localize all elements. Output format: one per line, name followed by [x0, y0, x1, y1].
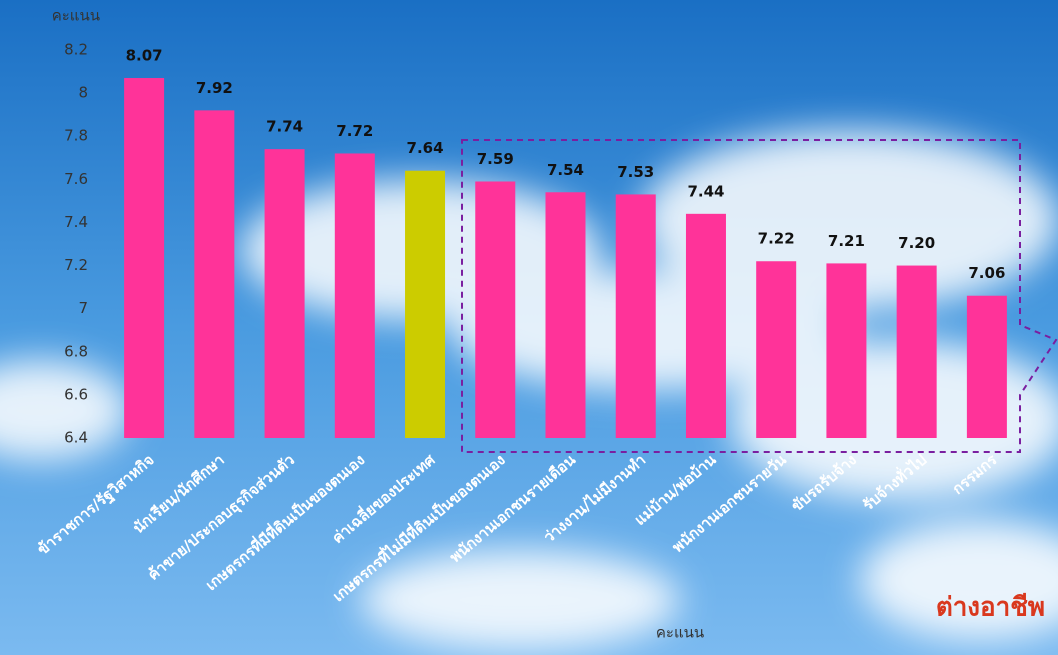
bar — [475, 181, 516, 438]
value-label: 8.07 — [126, 47, 163, 65]
y-axis-label: คะแนน — [52, 7, 100, 25]
value-label: 7.74 — [266, 118, 303, 136]
value-label: 7.21 — [828, 232, 865, 250]
bar — [264, 149, 305, 438]
x-axis-label: คะแนน — [656, 624, 704, 642]
bar — [685, 213, 726, 438]
value-label: 7.06 — [968, 264, 1005, 282]
y-tick-label: 7.4 — [64, 213, 88, 231]
value-label: 7.59 — [477, 150, 514, 168]
y-tick-label: 6.6 — [64, 385, 88, 403]
y-tick-label: 7.6 — [64, 170, 88, 188]
y-tick-label: 7.8 — [64, 127, 88, 145]
value-label: 7.53 — [617, 163, 654, 181]
value-label: 7.54 — [547, 161, 584, 179]
bar — [615, 194, 656, 438]
bar — [756, 261, 797, 438]
bar — [334, 153, 375, 438]
value-label: 7.44 — [687, 182, 724, 200]
highlight-box — [461, 139, 1058, 453]
annotation: ต่างอาชีพ — [936, 593, 1045, 623]
y-tick-label: 7.2 — [64, 256, 88, 274]
y-tick-label: 7 — [78, 299, 88, 317]
value-label: 7.92 — [196, 79, 233, 97]
bar — [405, 170, 446, 438]
bar — [826, 263, 867, 438]
bar — [545, 192, 586, 438]
y-tick-label: 6.4 — [64, 429, 88, 447]
bar — [194, 110, 235, 438]
y-tick-label: 6.8 — [64, 342, 88, 360]
bar — [896, 265, 937, 438]
value-label: 7.20 — [898, 234, 935, 252]
bar — [124, 78, 165, 439]
y-tick-label: 8.2 — [64, 41, 88, 59]
y-tick-label: 8 — [78, 84, 88, 102]
bar — [966, 295, 1007, 438]
value-label: 7.22 — [758, 230, 795, 248]
value-label: 7.64 — [407, 139, 444, 157]
value-label: 7.72 — [336, 122, 373, 140]
